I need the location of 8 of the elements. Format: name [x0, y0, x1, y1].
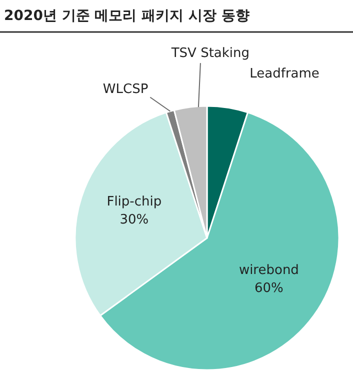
slice-label: Flip-chip	[106, 194, 162, 210]
slice-label: wirebond	[238, 263, 299, 278]
slice-label: WLCSP	[102, 82, 148, 98]
data-label: 60%	[254, 281, 284, 296]
slice-label: TSV Staking	[170, 46, 250, 62]
chart-title: 2020년 기준 메모리 패키지 시장 동향	[4, 8, 250, 24]
slice-label: Leadframe	[250, 66, 320, 82]
data-label: 30%	[120, 212, 149, 228]
